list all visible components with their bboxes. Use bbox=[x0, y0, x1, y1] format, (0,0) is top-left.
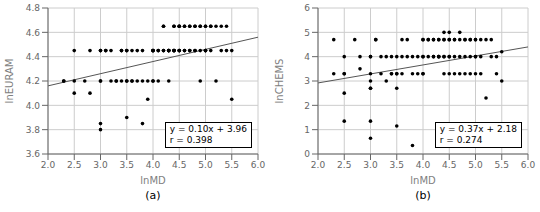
svg-text:3: 3 bbox=[304, 76, 310, 86]
svg-text:4.0: 4.0 bbox=[416, 160, 431, 170]
svg-text:2: 2 bbox=[304, 101, 310, 111]
svg-text:4: 4 bbox=[304, 52, 310, 62]
svg-text:4.8: 4.8 bbox=[26, 3, 41, 13]
svg-text:2.0: 2.0 bbox=[41, 160, 56, 170]
svg-text:3.5: 3.5 bbox=[390, 160, 404, 170]
svg-text:4.5: 4.5 bbox=[442, 160, 456, 170]
svg-text:3.6: 3.6 bbox=[26, 149, 41, 159]
svg-text:4.4: 4.4 bbox=[26, 52, 41, 62]
svg-text:3.0: 3.0 bbox=[93, 160, 108, 170]
svg-text:5.0: 5.0 bbox=[198, 160, 213, 170]
svg-text:5.5: 5.5 bbox=[225, 160, 239, 170]
svg-text:lnMD: lnMD bbox=[410, 175, 436, 186]
svg-text:3.8: 3.8 bbox=[26, 125, 41, 135]
html-text:(b): (b) bbox=[415, 189, 431, 202]
html-text:y = 0.37x + 2.18 r = 0.274: y = 0.37x + 2.18 r = 0.274 bbox=[439, 124, 517, 145]
svg-text:lnCHEMS: lnCHEMS bbox=[274, 59, 285, 104]
svg-text:6.0: 6.0 bbox=[521, 160, 532, 170]
svg-text:1: 1 bbox=[304, 125, 310, 135]
svg-text:5.5: 5.5 bbox=[495, 160, 509, 170]
svg-text:4.2: 4.2 bbox=[26, 76, 40, 86]
svg-text:2.5: 2.5 bbox=[337, 160, 351, 170]
svg-text:4.5: 4.5 bbox=[172, 160, 186, 170]
svg-text:3.0: 3.0 bbox=[363, 160, 378, 170]
svg-text:6.0: 6.0 bbox=[251, 160, 266, 170]
svg-text:3.5: 3.5 bbox=[120, 160, 134, 170]
html-text:(a): (a) bbox=[145, 189, 161, 202]
svg-text:5: 5 bbox=[304, 28, 310, 38]
svg-text:4.0: 4.0 bbox=[146, 160, 161, 170]
html-text:y = 0.10x + 3.96 r = 0.398: y = 0.10x + 3.96 r = 0.398 bbox=[169, 124, 247, 145]
svg-text:6: 6 bbox=[304, 3, 310, 13]
svg-text:2.0: 2.0 bbox=[311, 160, 326, 170]
svg-text:5.0: 5.0 bbox=[468, 160, 483, 170]
svg-text:4.0: 4.0 bbox=[26, 101, 41, 111]
svg-text:4.6: 4.6 bbox=[26, 28, 41, 38]
svg-text:lnEURAM: lnEURAM bbox=[8, 59, 15, 104]
svg-text:2.5: 2.5 bbox=[67, 160, 81, 170]
svg-text:lnMD: lnMD bbox=[140, 175, 166, 186]
svg-text:0: 0 bbox=[304, 149, 310, 159]
